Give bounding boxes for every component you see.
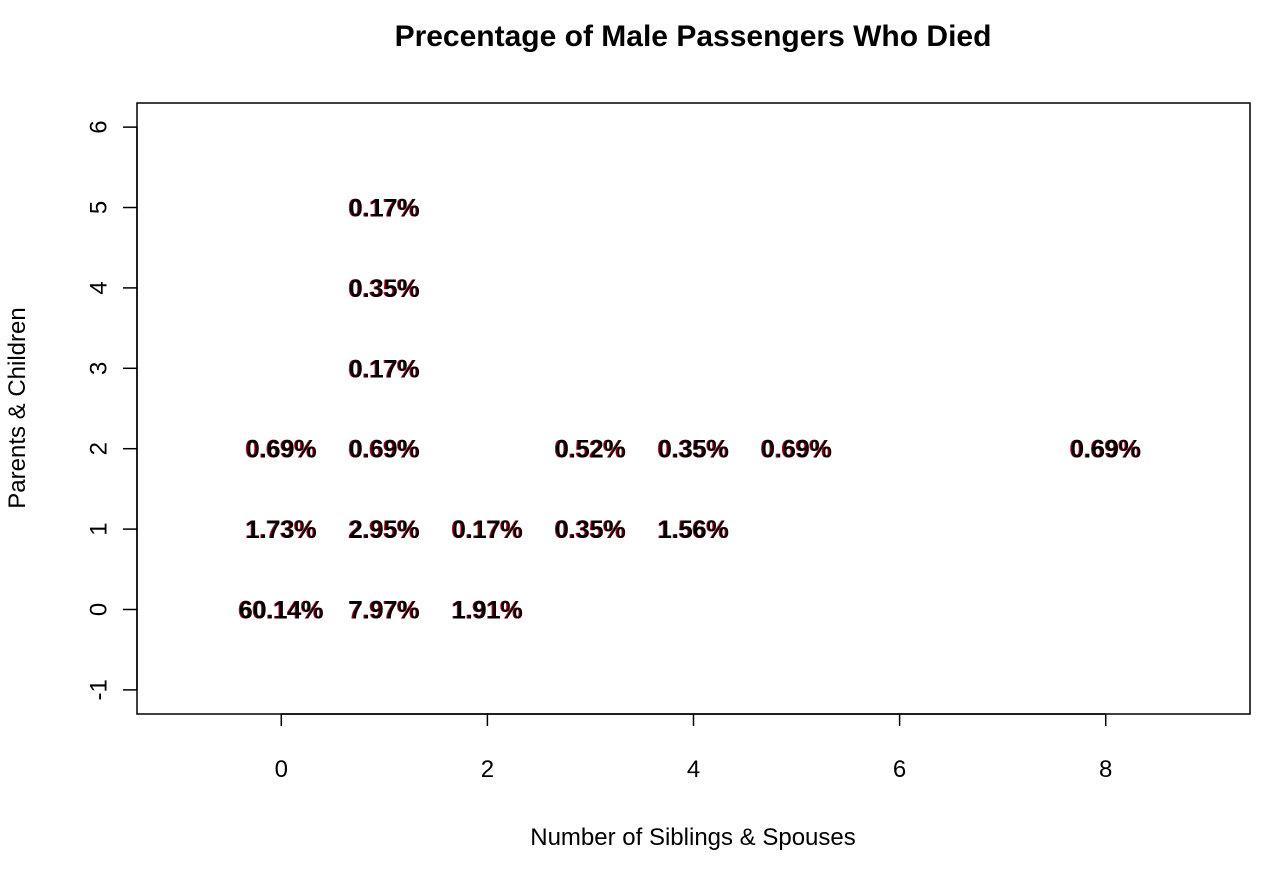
x-tick-label: 6: [893, 756, 906, 783]
data-label-shadow: 0.69%: [1069, 436, 1140, 464]
data-label-shadow: 0.69%: [760, 436, 831, 464]
chart-title: Precentage of Male Passengers Who Died: [395, 20, 992, 53]
y-tick-label: 3: [85, 362, 112, 375]
data-label: 0.35%: [349, 275, 420, 303]
x-tick-label: 4: [687, 756, 700, 783]
data-label-shadow: 0.17%: [348, 355, 419, 383]
data-label-shadow: 0.35%: [554, 516, 625, 544]
x-axis-label: Number of Siblings & Spouses: [530, 824, 856, 851]
data-label: 1.73%: [246, 516, 317, 544]
data-label-shadow: 0.17%: [348, 195, 419, 223]
data-label-shadow: 0.35%: [657, 436, 728, 464]
data-label: 0.35%: [555, 516, 626, 544]
data-label-shadow: 2.95%: [348, 516, 419, 544]
y-axis: -1 0 1 2 3 4 5 6: [85, 120, 138, 701]
data-label: 0.52%: [555, 436, 626, 464]
data-label-shadow: 0.69%: [348, 436, 419, 464]
data-label: 0.35%: [658, 436, 729, 464]
data-label-shadow: 1.73%: [245, 516, 316, 544]
data-label-shadow: 7.97%: [348, 596, 419, 624]
data-label: 0.69%: [349, 436, 420, 464]
data-label: 1.56%: [658, 516, 729, 544]
data-label-shadow: 0.52%: [554, 436, 625, 464]
data-label: 60.14%: [239, 596, 324, 624]
y-tick-label: 1: [85, 522, 112, 535]
y-tick-label: 5: [85, 201, 112, 214]
data-label: 0.69%: [1070, 436, 1141, 464]
data-label: 2.95%: [349, 516, 420, 544]
data-label: 0.17%: [349, 355, 420, 383]
data-label-shadow: 0.69%: [245, 436, 316, 464]
data-label-shadow: 1.91%: [451, 596, 522, 624]
data-label-shadow: 0.35%: [348, 275, 419, 303]
y-tick-label: 2: [85, 442, 112, 455]
data-label-shadow: 1.56%: [657, 516, 728, 544]
data-labels: 60.14%60.14% 7.97%7.97% 1.91%1.91%1.73%1.7…: [238, 195, 1141, 625]
x-tick-label: 0: [275, 756, 288, 783]
y-tick-label: 6: [85, 120, 112, 133]
x-tick-label: 8: [1099, 756, 1112, 783]
y-tick-label: 4: [85, 281, 112, 294]
data-label: 7.97%: [349, 596, 420, 624]
x-tick-label: 2: [481, 756, 494, 783]
data-label: 0.17%: [452, 516, 523, 544]
data-label: 0.17%: [349, 195, 420, 223]
data-label: 0.69%: [761, 436, 832, 464]
y-tick-label: -1: [85, 679, 112, 700]
x-axis: 0 2 4 6 8: [275, 713, 1112, 783]
data-label: 1.91%: [452, 596, 523, 624]
y-axis-label: Parents & Children: [4, 307, 31, 508]
y-tick-label: 0: [85, 603, 112, 616]
data-label-shadow: 60.14%: [238, 596, 323, 624]
data-label: 0.69%: [246, 436, 317, 464]
data-label-shadow: 0.17%: [451, 516, 522, 544]
